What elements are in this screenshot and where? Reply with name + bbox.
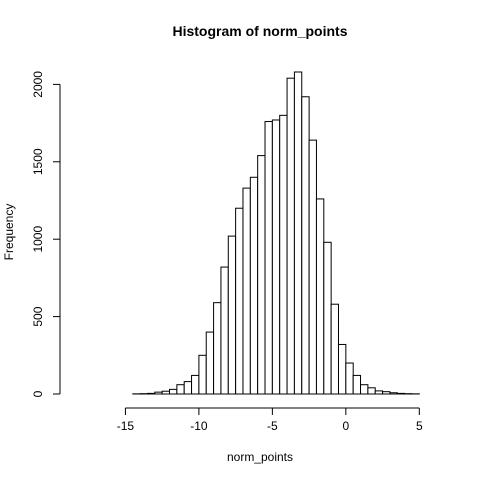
histogram-bar bbox=[242, 187, 251, 395]
histogram-bar bbox=[249, 176, 259, 395]
histogram-bar bbox=[382, 391, 391, 395]
histogram-bar bbox=[323, 241, 332, 395]
histogram-bar bbox=[146, 392, 156, 395]
histogram-bar bbox=[191, 374, 200, 395]
y-tick-label: 1000 bbox=[31, 226, 45, 253]
histogram-bar bbox=[308, 139, 317, 395]
histogram-bar bbox=[227, 235, 237, 395]
histogram-bar bbox=[161, 390, 171, 395]
histogram-bar bbox=[389, 392, 398, 395]
x-tick-label: 0 bbox=[342, 419, 349, 433]
x-axis: -15 -10 -5 0 5 bbox=[117, 407, 423, 433]
histogram-bar bbox=[315, 198, 325, 395]
histogram-bar bbox=[374, 390, 384, 395]
histogram-bar bbox=[286, 77, 295, 395]
histogram-bar bbox=[367, 387, 376, 395]
y-tick-label: 2000 bbox=[31, 71, 45, 98]
y-tick-label: 1500 bbox=[31, 148, 45, 175]
histogram-bar bbox=[396, 392, 406, 395]
histogram-bar bbox=[279, 114, 288, 395]
histogram-bar bbox=[293, 71, 303, 395]
y-axis: 0 500 1000 1500 2000 bbox=[31, 71, 61, 397]
histogram-bar bbox=[360, 384, 369, 395]
histogram-bar bbox=[183, 381, 193, 395]
x-axis-label: norm_points bbox=[227, 450, 293, 464]
histogram-bar bbox=[220, 266, 229, 395]
bars-group bbox=[132, 71, 420, 395]
x-tick-label: -15 bbox=[117, 419, 135, 433]
histogram-bar bbox=[337, 343, 347, 395]
histogram-bar bbox=[345, 362, 354, 395]
y-tick-label: 500 bbox=[31, 306, 45, 326]
histogram-bar bbox=[198, 354, 207, 395]
chart-title: Histogram of norm_points bbox=[172, 23, 347, 39]
y-tick-label: 0 bbox=[31, 390, 45, 397]
x-tick-label: 5 bbox=[416, 419, 423, 433]
histogram-bar bbox=[154, 391, 163, 395]
x-tick-label: -10 bbox=[190, 419, 208, 433]
histogram-bar bbox=[264, 121, 273, 395]
x-tick-label: -5 bbox=[267, 419, 278, 433]
histogram-bar bbox=[176, 384, 185, 395]
histogram-bar bbox=[257, 155, 266, 395]
histogram-bar bbox=[235, 207, 244, 395]
histogram-bar bbox=[352, 374, 362, 395]
histogram-bar bbox=[205, 331, 215, 395]
histogram-bar bbox=[301, 96, 310, 395]
histogram-bar bbox=[271, 119, 281, 395]
histogram-bar bbox=[213, 302, 222, 395]
histogram-bar bbox=[330, 303, 339, 395]
y-axis-label: Frequency bbox=[2, 204, 16, 261]
histogram-bar bbox=[169, 388, 178, 395]
